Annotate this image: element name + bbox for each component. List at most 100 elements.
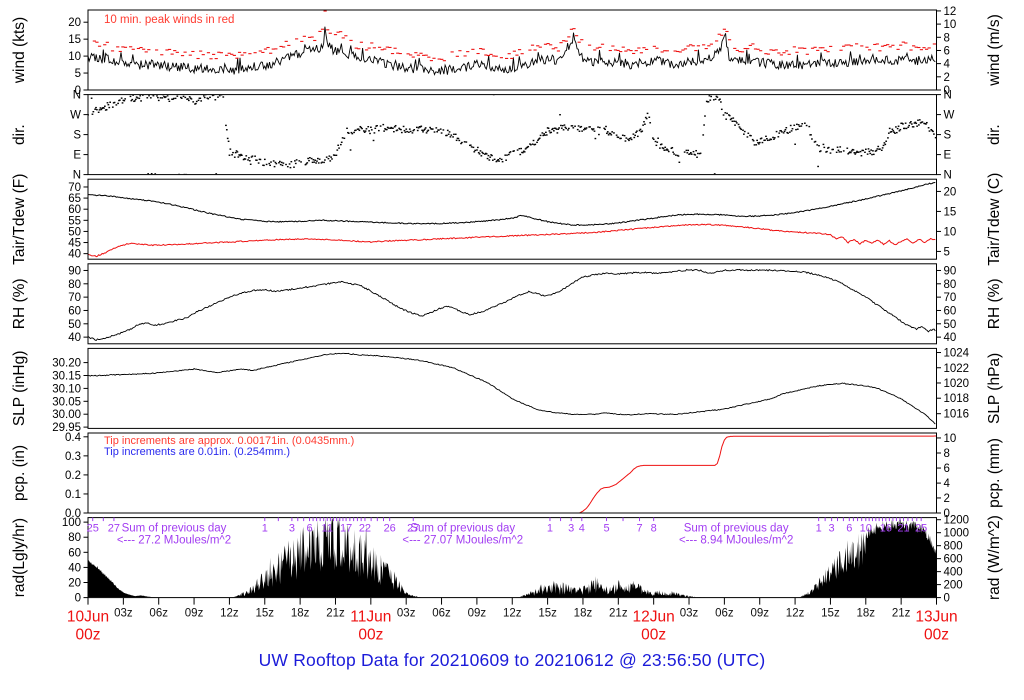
svg-text:7: 7 xyxy=(636,523,642,535)
svg-text:80: 80 xyxy=(944,279,957,291)
hour-tick-label: 15z xyxy=(255,608,274,620)
rh-right-axis-label: RH (%) xyxy=(986,278,1003,329)
svg-text:N: N xyxy=(944,90,952,102)
svg-text:30.05: 30.05 xyxy=(52,396,81,408)
svg-text:15: 15 xyxy=(944,206,957,218)
rad-left-axis-label: rad(Lgly/hr) xyxy=(11,518,28,597)
svg-text:00z: 00z xyxy=(76,627,101,644)
svg-text:6: 6 xyxy=(846,523,852,535)
date-tick-label: 12Jun xyxy=(633,609,675,626)
svg-text:3: 3 xyxy=(289,523,295,535)
svg-text:1018: 1018 xyxy=(944,393,970,405)
svg-text:0: 0 xyxy=(944,508,950,520)
svg-text:1: 1 xyxy=(262,523,268,535)
hour-tick-label: 15z xyxy=(821,608,840,620)
hour-tick-label: 18z xyxy=(291,608,310,620)
date-tick-label: 11Jun xyxy=(350,609,391,626)
svg-text:E: E xyxy=(73,150,81,162)
hour-tick-label: 06z xyxy=(715,608,734,620)
svg-text:10: 10 xyxy=(944,433,957,445)
svg-text:8: 8 xyxy=(651,523,657,535)
wind-left-axis-label: wind (kts) xyxy=(11,17,28,84)
svg-text:5: 5 xyxy=(944,246,950,258)
slp-series xyxy=(88,352,936,425)
svg-text:S: S xyxy=(944,130,952,142)
pcp-series xyxy=(88,435,936,513)
svg-text:Sum of previous day: Sum of previous day xyxy=(410,523,515,535)
svg-text:70: 70 xyxy=(68,292,81,304)
slp-left-axis-label: SLP (inHg) xyxy=(11,351,28,427)
svg-text:0.0: 0.0 xyxy=(65,508,81,520)
svg-text:30.15: 30.15 xyxy=(52,370,81,382)
svg-text:0: 0 xyxy=(75,85,81,97)
hour-tick-label: 18z xyxy=(857,608,876,620)
temp-left-axis-label: Tair/Tdew (F) xyxy=(11,174,28,265)
tip-increment-note-blue: Tip increments are 0.01in. (0.254mm.) xyxy=(104,446,290,458)
svg-text:60: 60 xyxy=(944,305,957,317)
svg-text:26: 26 xyxy=(384,523,396,535)
hour-tick-label: 03z xyxy=(680,608,699,620)
svg-text:1016: 1016 xyxy=(944,409,970,421)
panel-pcp: 0.0 0.1 0.2 0.3 0.4 0 2 4 6 8 10 pcp. (in) pcp. (mm)… xyxy=(11,432,1003,520)
rad-mj-milestones: 25 27 1 3 6 11 17 22 26 27 1 3 4 5 7 8 1 3 6 10 16 21 25 xyxy=(87,517,927,535)
svg-text:25: 25 xyxy=(87,523,99,535)
svg-text:1000: 1000 xyxy=(944,528,970,540)
svg-text:21: 21 xyxy=(897,523,909,535)
svg-text:16: 16 xyxy=(880,523,892,535)
svg-text:80: 80 xyxy=(68,532,81,544)
svg-text:15: 15 xyxy=(68,34,81,46)
svg-text:20: 20 xyxy=(944,186,957,198)
svg-text:8: 8 xyxy=(944,32,950,44)
svg-text:80: 80 xyxy=(68,279,81,291)
hour-tick-label: 06z xyxy=(149,608,168,620)
svg-text:20: 20 xyxy=(68,578,81,590)
svg-text:200: 200 xyxy=(944,580,963,592)
svg-text:1020: 1020 xyxy=(944,378,970,390)
rh-left-axis-label: RH (%) xyxy=(11,278,28,329)
svg-text:<--- 8.94 MJoules/m^2: <--- 8.94 MJoules/m^2 xyxy=(679,535,793,547)
svg-text:00z: 00z xyxy=(924,627,949,644)
svg-text:65: 65 xyxy=(68,193,81,205)
rad-series xyxy=(88,518,936,598)
svg-text:600: 600 xyxy=(944,554,963,566)
svg-text:3: 3 xyxy=(829,523,835,535)
slp-right-axis-label: SLP (hPa) xyxy=(986,353,1003,424)
svg-text:W: W xyxy=(944,110,955,122)
svg-text:1022: 1022 xyxy=(944,363,970,375)
svg-text:100: 100 xyxy=(62,517,81,529)
svg-text:1200: 1200 xyxy=(944,515,970,527)
hour-tick-label: 09z xyxy=(468,608,487,620)
dir-right-axis-label: dir. xyxy=(986,124,1003,145)
svg-text:Sum of previous day: Sum of previous day xyxy=(684,523,789,535)
svg-text:30.20: 30.20 xyxy=(52,358,81,370)
svg-text:1024: 1024 xyxy=(944,348,970,360)
svg-text:60: 60 xyxy=(68,204,81,216)
rh-series xyxy=(88,268,936,342)
hour-tick-label: 03z xyxy=(397,608,416,620)
svg-text:2: 2 xyxy=(944,72,950,84)
hour-tick-label: 12z xyxy=(220,608,239,620)
svg-text:800: 800 xyxy=(944,541,963,553)
panel-rad: 020406080100020040060080010001200rad(Lgl… xyxy=(11,515,1003,605)
svg-text:5: 5 xyxy=(603,523,609,535)
svg-text:29.95: 29.95 xyxy=(52,422,81,434)
svg-text:50: 50 xyxy=(68,319,81,331)
wind-right-axis-label: wind (m/s) xyxy=(986,14,1003,86)
hour-tick-label: 06z xyxy=(432,608,451,620)
svg-text:S: S xyxy=(73,130,81,142)
svg-text:30.10: 30.10 xyxy=(52,383,81,395)
hour-tick-label: 03z xyxy=(114,608,133,620)
svg-text:11: 11 xyxy=(322,523,333,535)
svg-text:0: 0 xyxy=(944,85,950,97)
svg-text:60: 60 xyxy=(68,305,81,317)
svg-text:4: 4 xyxy=(944,478,951,490)
svg-text:10: 10 xyxy=(68,51,81,63)
svg-text:4: 4 xyxy=(579,523,585,535)
svg-text:00z: 00z xyxy=(358,627,383,644)
svg-text:22: 22 xyxy=(359,523,371,535)
svg-text:<--- 27.07 MJoules/m^2: <--- 27.07 MJoules/m^2 xyxy=(402,535,523,547)
